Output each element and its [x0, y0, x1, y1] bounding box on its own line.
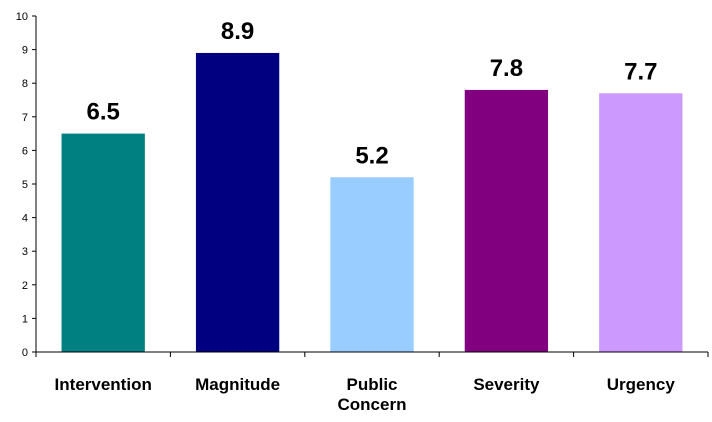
y-tick-label: 1 [22, 313, 28, 325]
axes [35, 16, 709, 357]
y-tick-label: 9 [22, 45, 28, 57]
y-axis-ticks: 0 1 2 3 4 5 6 7 8 9 10 [16, 11, 36, 359]
data-label: 5.2 [355, 142, 388, 169]
y-tick-label: 2 [22, 280, 28, 292]
y-tick-label: 3 [22, 246, 28, 258]
y-tick-label: 0 [22, 347, 28, 359]
category-label: Urgency [607, 375, 676, 394]
bars [61, 52, 683, 353]
y-tick-label: 10 [16, 11, 28, 23]
bar [195, 52, 280, 353]
category-label: Intervention [55, 375, 152, 394]
y-tick-label: 4 [22, 213, 28, 225]
bar [464, 89, 549, 353]
y-tick-label: 6 [22, 145, 28, 157]
data-labels: 6.5 8.9 5.2 7.8 7.7 [87, 18, 658, 169]
category-label: Severity [473, 375, 540, 394]
data-label: 8.9 [221, 18, 254, 45]
y-tick-label: 7 [22, 112, 28, 124]
data-label: 7.8 [490, 55, 523, 82]
bar [330, 177, 414, 352]
data-label: 6.5 [87, 99, 120, 126]
category-label: Public Concern [338, 375, 407, 414]
y-tick-label: 5 [22, 179, 28, 191]
bar [599, 93, 683, 352]
category-labels: Intervention Magnitude Public Concern Severi… [55, 375, 676, 414]
y-tick-label: 8 [22, 78, 28, 90]
category-label: Magnitude [195, 375, 280, 394]
bar [61, 133, 145, 352]
data-label: 7.7 [624, 58, 657, 85]
